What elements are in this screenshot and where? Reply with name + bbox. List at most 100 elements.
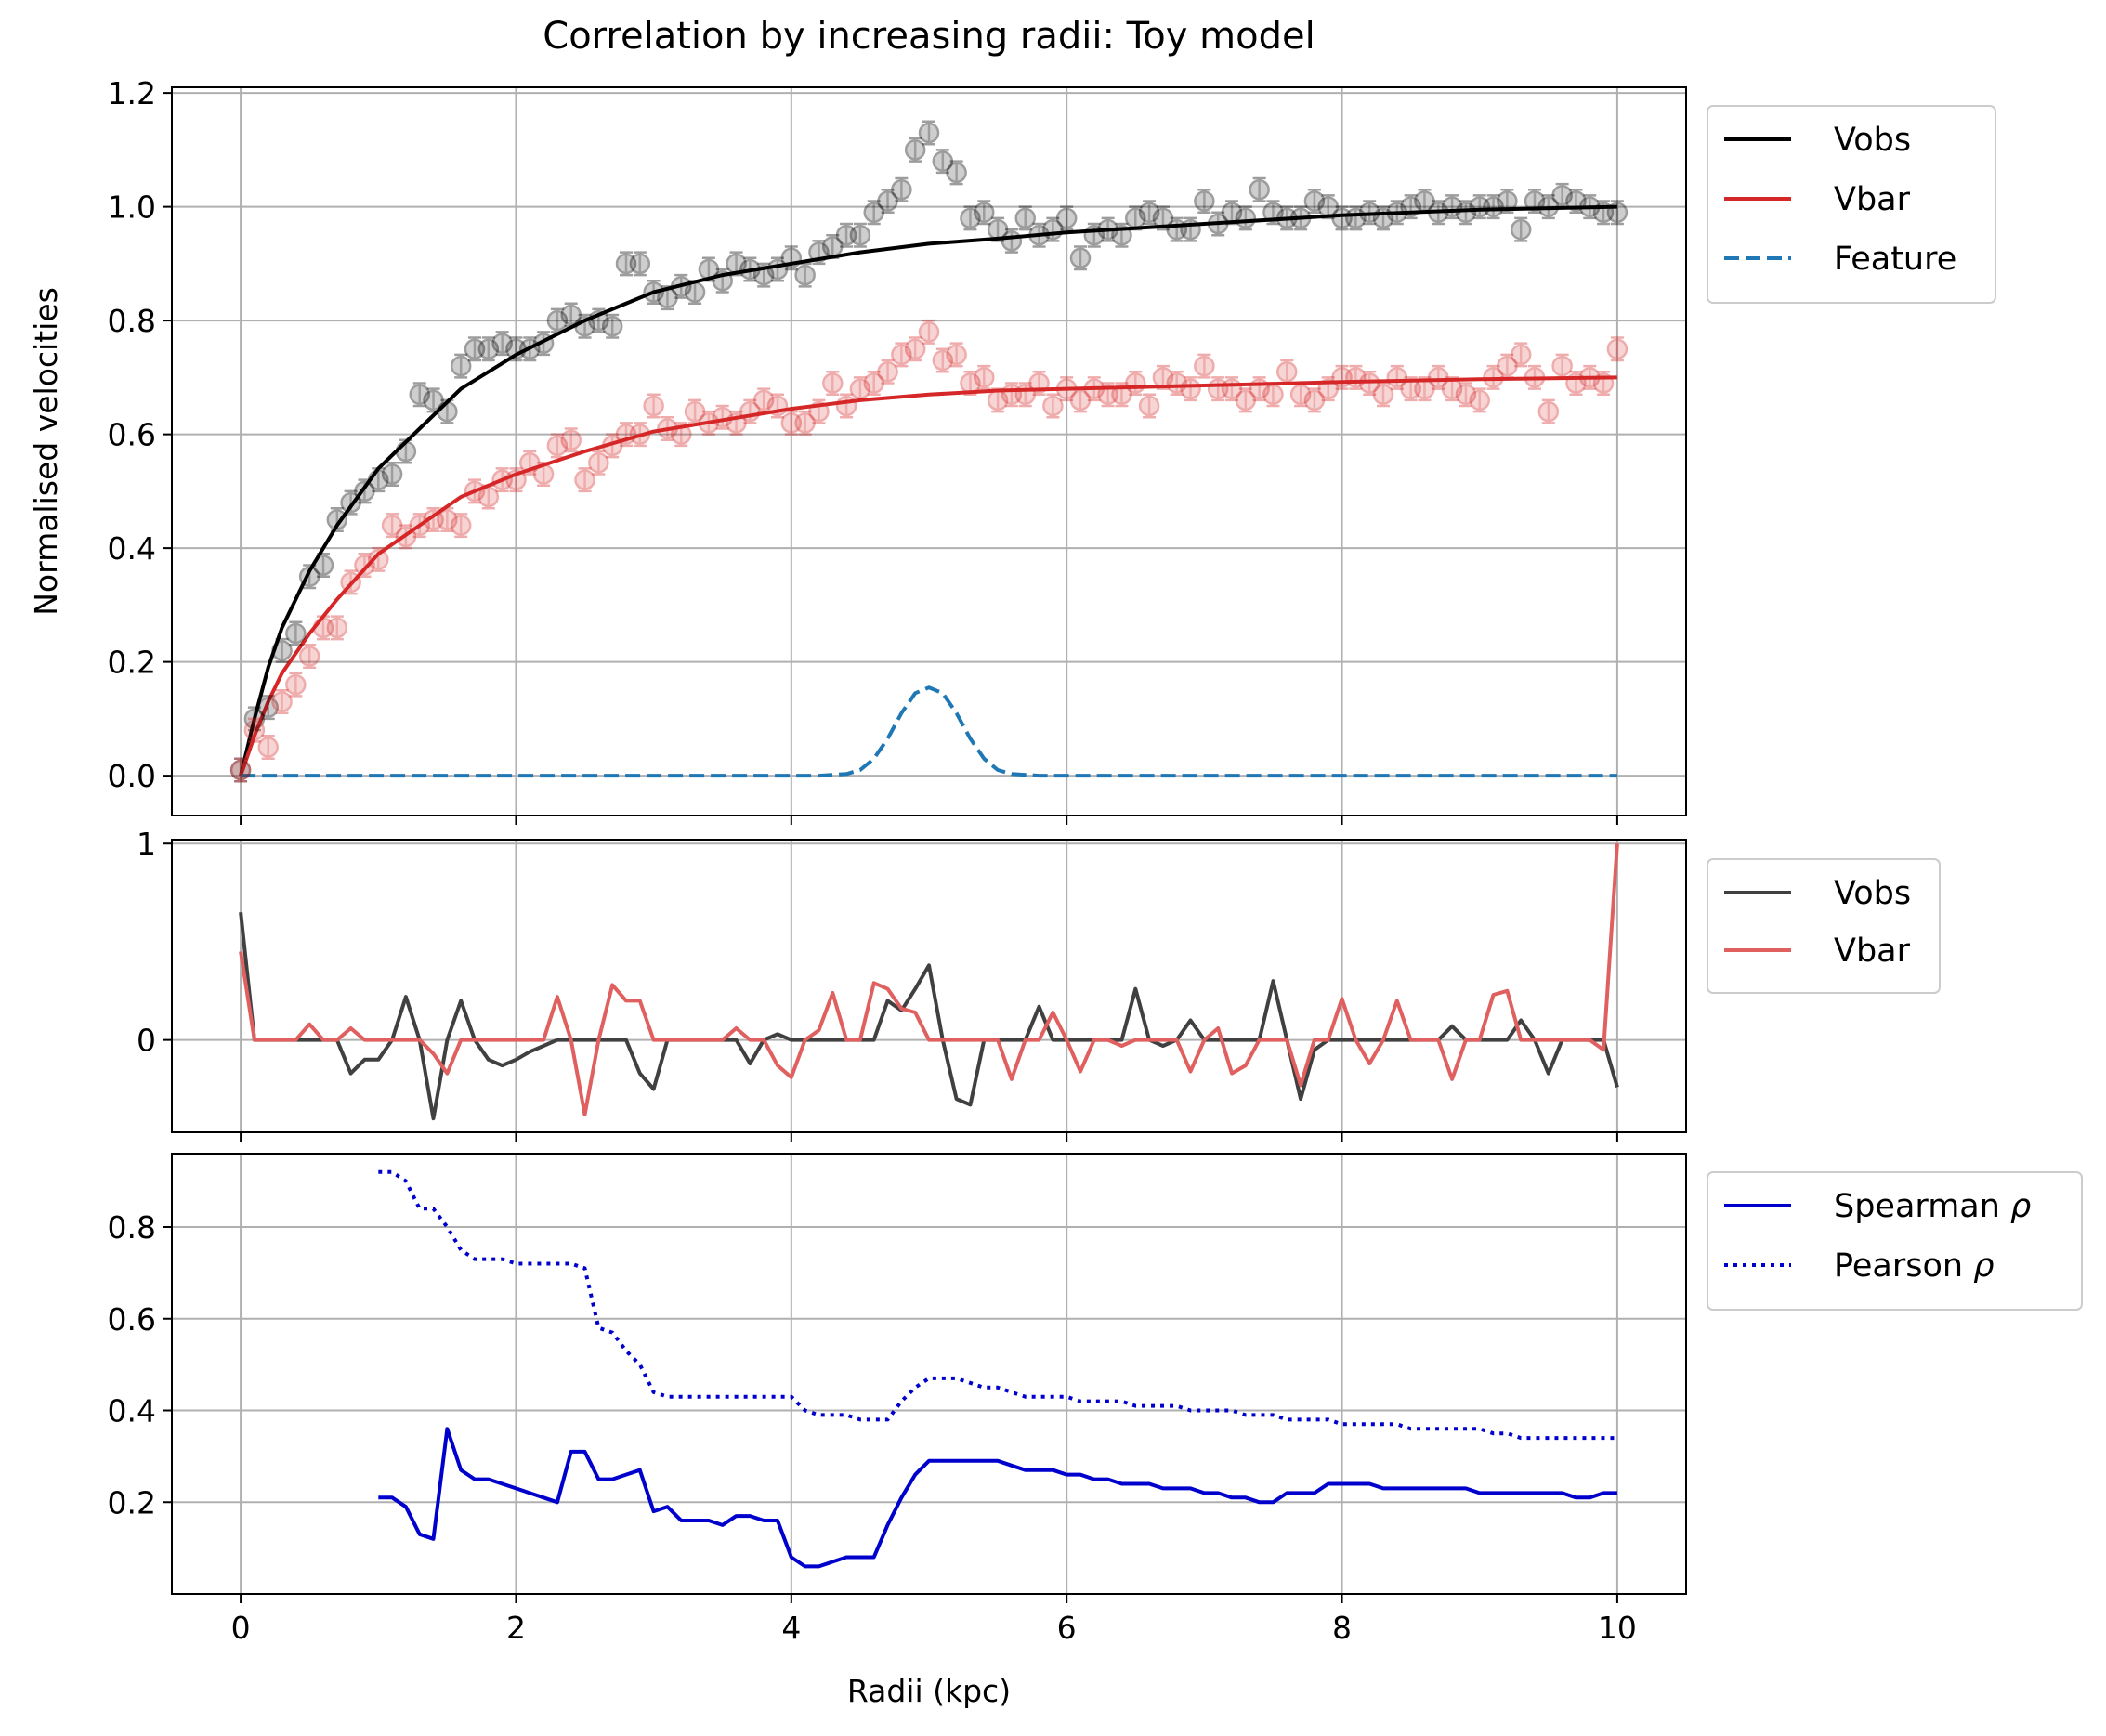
marker — [1152, 367, 1174, 388]
data-point — [1152, 205, 1174, 231]
legend-symbol: ρ — [2000, 1188, 2031, 1225]
y-tick-label: 0.2 — [108, 1484, 156, 1521]
data-point — [974, 200, 995, 226]
marker — [532, 333, 555, 354]
marker — [1579, 367, 1601, 388]
marker — [1235, 389, 1257, 411]
marker — [409, 384, 430, 405]
data-point — [684, 280, 706, 305]
data-point — [822, 234, 844, 259]
x-tick-label: 6 — [1057, 1610, 1077, 1646]
legend-item: Spearman ρ — [1724, 1188, 2031, 1225]
marker — [519, 452, 541, 474]
data-point — [1455, 382, 1477, 408]
marker — [1125, 372, 1146, 394]
marker — [354, 480, 375, 503]
data-point — [877, 359, 898, 385]
marker — [340, 491, 361, 514]
marker — [450, 355, 472, 377]
marker — [974, 202, 995, 223]
data-point — [1358, 200, 1380, 226]
data-point — [1469, 387, 1490, 413]
marker — [601, 435, 623, 457]
data-point — [381, 462, 403, 487]
data-point — [684, 398, 706, 424]
y-tick-label: 0.4 — [108, 530, 156, 567]
y-axis-label: Normalised velocities — [28, 287, 64, 616]
marker — [1592, 372, 1615, 394]
marker — [491, 333, 513, 354]
data-point — [932, 347, 954, 373]
legend-item: Vbar — [1724, 181, 1911, 218]
marker — [822, 372, 844, 394]
data-point — [1014, 382, 1036, 408]
data-point — [1441, 376, 1463, 402]
marker — [229, 759, 252, 781]
data-point — [1276, 205, 1298, 231]
data-point — [891, 176, 912, 202]
series-line-vbar — [239, 375, 1617, 777]
marker — [726, 253, 747, 275]
marker — [1042, 218, 1064, 241]
x-axis-label: Radii (kpc) — [847, 1673, 1011, 1709]
data-point — [1180, 216, 1201, 242]
marker — [891, 179, 912, 201]
series-line-vobs — [239, 911, 1619, 1121]
marker — [1414, 378, 1435, 399]
marker — [1194, 190, 1215, 212]
marker — [505, 469, 527, 490]
data-point — [794, 262, 816, 288]
marker — [835, 395, 857, 417]
marker — [1125, 207, 1146, 229]
marker — [381, 463, 403, 485]
marker — [629, 424, 651, 445]
data-point — [712, 404, 733, 430]
data-point — [1606, 200, 1629, 226]
marker — [946, 344, 967, 366]
marker — [243, 719, 266, 741]
legend-item: Vobs — [1724, 122, 1911, 159]
data-point — [1372, 205, 1394, 231]
data-point — [1579, 194, 1601, 220]
data-point — [960, 371, 981, 396]
series-line-vbar — [239, 843, 1619, 1116]
marker — [877, 190, 898, 212]
marker — [657, 287, 678, 308]
data-point — [1579, 364, 1601, 390]
marker — [863, 202, 884, 223]
data-point — [1428, 364, 1449, 390]
legend-label: Vbar — [1834, 933, 1911, 970]
data-point — [1111, 222, 1132, 248]
legend-item: Feature — [1724, 241, 1956, 278]
marker — [643, 281, 664, 303]
data-point — [932, 149, 954, 175]
data-point — [1097, 382, 1118, 408]
marker — [354, 555, 375, 576]
marker — [1097, 218, 1118, 241]
marker — [243, 708, 266, 730]
data-point — [918, 120, 940, 146]
marker — [1372, 384, 1394, 405]
data-point — [960, 205, 981, 231]
marker — [326, 617, 348, 639]
marker — [1414, 190, 1435, 212]
marker — [918, 321, 940, 343]
data-point — [1042, 216, 1064, 242]
marker — [918, 122, 940, 144]
data-point — [1524, 189, 1546, 214]
marker — [1358, 202, 1380, 223]
data-point — [395, 524, 417, 550]
data-point — [1207, 376, 1229, 402]
marker — [1469, 196, 1490, 217]
marker — [1345, 367, 1367, 388]
marker — [1579, 196, 1601, 217]
marker — [1249, 179, 1270, 201]
marker — [423, 509, 444, 530]
marker — [671, 424, 692, 445]
data-point — [891, 342, 912, 368]
legend-item: Pearson ρ — [1724, 1247, 1994, 1285]
marker — [739, 400, 761, 423]
data-point — [1262, 382, 1284, 408]
data-point — [1606, 336, 1629, 362]
data-point — [752, 387, 775, 413]
